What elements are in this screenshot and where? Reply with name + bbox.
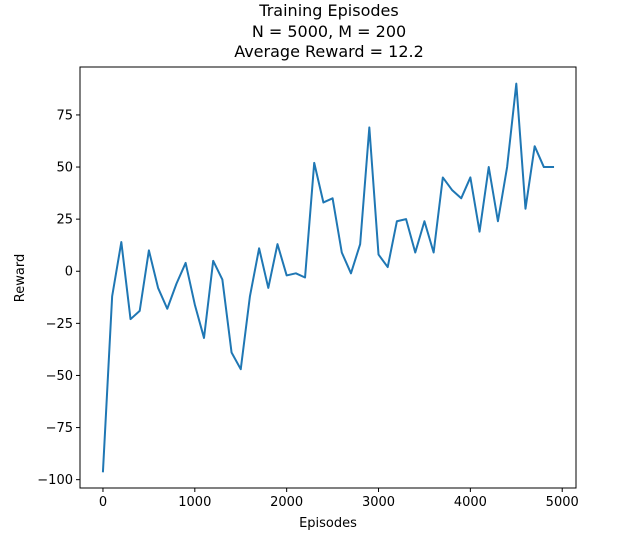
chart-title-line-1: Training Episodes — [258, 1, 398, 20]
y-tick-label: 50 — [56, 161, 73, 176]
y-axis-label: Reward — [13, 254, 28, 302]
y-tick-label: 0 — [65, 265, 73, 280]
y-tick-label: −75 — [46, 421, 73, 436]
x-tick-label: 0 — [99, 495, 107, 510]
chart-title-line-2: N = 5000, M = 200 — [252, 22, 406, 41]
y-tick-label: −50 — [46, 369, 73, 384]
y-tick-label: 75 — [56, 108, 73, 123]
y-tick-label: 25 — [56, 213, 73, 228]
x-tick-label: 2000 — [270, 495, 303, 510]
x-tick-label: 4000 — [454, 495, 487, 510]
x-tick-label: 1000 — [178, 495, 211, 510]
x-tick-label: 3000 — [362, 495, 395, 510]
plot-frame — [79, 66, 577, 489]
reward-line — [101, 82, 555, 473]
x-axis-ticks: 0 1000 2000 3000 4000 5000 — [99, 488, 579, 510]
y-axis-ticks: −100 −75 −50 −25 0 25 50 75 — [37, 108, 80, 488]
x-axis-label: Episodes — [299, 516, 357, 531]
series-group — [101, 82, 555, 473]
y-tick-label: −25 — [46, 317, 73, 332]
x-tick-label: 5000 — [546, 495, 579, 510]
chart-title-line-3: Average Reward = 12.2 — [234, 42, 424, 61]
y-tick-label: −100 — [37, 473, 73, 488]
